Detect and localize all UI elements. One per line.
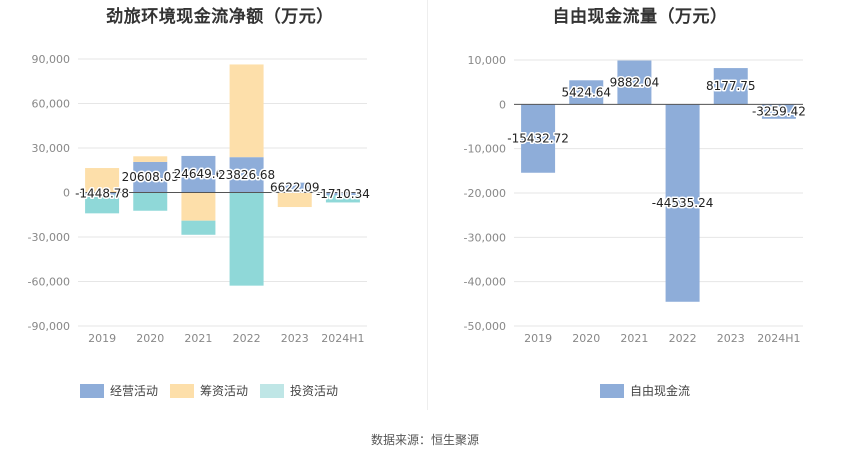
y-tick-label: 30,000 bbox=[32, 142, 71, 155]
legend-swatch-operating bbox=[80, 383, 104, 398]
data-label-2020: 5424.64 bbox=[561, 85, 611, 99]
free-cashflow-legend: 自由现金流 bbox=[600, 382, 702, 399]
y-tick-label: -20,000 bbox=[464, 187, 506, 200]
chart-divider bbox=[427, 0, 428, 410]
x-tick-label: 2020 bbox=[572, 332, 600, 345]
legend-label-operating: 经营活动 bbox=[110, 384, 159, 398]
x-tick-label: 2021 bbox=[184, 332, 212, 345]
y-tick-label: -40,000 bbox=[464, 276, 506, 289]
chart-title-free-cashflow: 自由现金流量（万元） bbox=[552, 7, 728, 27]
bar-2024H1-s0 bbox=[761, 104, 796, 119]
x-tick-label: 2023 bbox=[717, 332, 745, 345]
bar-2021-s0 bbox=[617, 60, 652, 105]
data-label-2021: 24649.6 bbox=[174, 167, 224, 181]
bar-2020-s2 bbox=[133, 192, 168, 211]
x-tick-label: 2019 bbox=[524, 332, 552, 345]
bar-2022-s0 bbox=[665, 104, 700, 302]
cashflow-legend: 经营活动 筹资活动 投资活动 bbox=[80, 382, 350, 399]
x-tick-label: 2024H1 bbox=[321, 332, 364, 345]
data-label-2021: 9882.04 bbox=[610, 75, 660, 89]
x-tick-label: 2019 bbox=[88, 332, 116, 345]
bar-2024H1-s0 bbox=[325, 192, 360, 196]
bar-2020-s0 bbox=[133, 161, 168, 193]
data-label-2022: 23826.68 bbox=[218, 168, 275, 182]
bar-2021-s2 bbox=[181, 220, 216, 235]
y-tick-label: -10,000 bbox=[464, 143, 506, 156]
y-tick-label: -30,000 bbox=[464, 231, 506, 244]
legend-swatch-free-cashflow bbox=[600, 383, 624, 398]
legend-label-financing: 筹资活动 bbox=[200, 384, 249, 398]
y-tick-label: -90,000 bbox=[28, 320, 70, 333]
y-tick-label: 0 bbox=[499, 98, 506, 111]
x-tick-label: 2023 bbox=[281, 332, 309, 345]
data-label-2020: 20608.03 bbox=[122, 170, 179, 184]
bar-2022-s1 bbox=[229, 64, 264, 158]
source-note: 数据来源：恒生聚源 bbox=[370, 433, 479, 447]
x-tick-label: 2020 bbox=[136, 332, 164, 345]
x-tick-label: 2022 bbox=[669, 332, 697, 345]
data-label-2023: 8177.75 bbox=[706, 79, 756, 93]
bar-2019-s0 bbox=[85, 192, 120, 195]
bar-2021-s1 bbox=[181, 192, 216, 221]
free-cashflow-chart: 10,000 0 -10,000 -20,000 -30,000 -40,000 -50,0… bbox=[464, 54, 808, 345]
legend-item-financing[interactable]: 筹资活动 bbox=[170, 382, 248, 399]
y-tick-label: -30,000 bbox=[28, 231, 70, 244]
bar-2021-s0 bbox=[181, 155, 216, 193]
data-label-2022: -44535.24 bbox=[652, 196, 714, 210]
y-tick-label: -50,000 bbox=[464, 320, 506, 333]
x-tick-label: 2024H1 bbox=[757, 332, 800, 345]
data-label-2023: 6622.09 bbox=[270, 181, 320, 195]
bar-2019-s0 bbox=[521, 104, 556, 173]
legend-swatch-investing bbox=[260, 383, 285, 398]
data-label-2019: -1448.78 bbox=[75, 187, 129, 201]
legend-item-investing[interactable]: 投资活动 bbox=[260, 382, 338, 399]
data-label-2019: -15432.72 bbox=[507, 132, 569, 146]
bar-2023-s1 bbox=[277, 192, 312, 208]
data-label-2024H1: -3259.42 bbox=[752, 105, 806, 119]
bar-2023-s0 bbox=[277, 182, 312, 193]
data-label-2024H1: -1710.34 bbox=[316, 187, 370, 201]
legend-item-free-cashflow[interactable]: 自由现金流 bbox=[600, 382, 690, 399]
bar-2020-s1 bbox=[133, 156, 168, 162]
bar-2022-s2 bbox=[229, 192, 264, 286]
y-tick-label: 0 bbox=[63, 187, 70, 200]
bar-2019-s1 bbox=[85, 168, 120, 193]
bar-2020-s0 bbox=[569, 80, 604, 105]
y-tick-label: 10,000 bbox=[468, 54, 507, 67]
y-tick-label: -60,000 bbox=[28, 276, 70, 289]
cashflow-chart: 90,000 60,000 30,000 0 -30,000 -60,000 -90,000… bbox=[28, 53, 372, 345]
legend-label-investing: 投资活动 bbox=[290, 384, 339, 398]
legend-item-operating[interactable]: 经营活动 bbox=[80, 382, 158, 399]
legend-swatch-financing bbox=[170, 383, 195, 398]
bar-2023-s0 bbox=[713, 68, 748, 105]
x-tick-label: 2021 bbox=[620, 332, 648, 345]
y-tick-label: 90,000 bbox=[32, 53, 71, 66]
x-tick-label: 2022 bbox=[233, 332, 261, 345]
legend-label-free-cashflow: 自由现金流 bbox=[630, 384, 691, 398]
y-tick-label: 60,000 bbox=[32, 98, 71, 111]
chart-title-cashflow: 劲旅环境现金流净额（万元） bbox=[106, 7, 334, 27]
bar-2019-s2 bbox=[85, 194, 120, 214]
bar-2022-s0 bbox=[229, 157, 264, 193]
bar-2024H1-s2 bbox=[325, 195, 360, 203]
